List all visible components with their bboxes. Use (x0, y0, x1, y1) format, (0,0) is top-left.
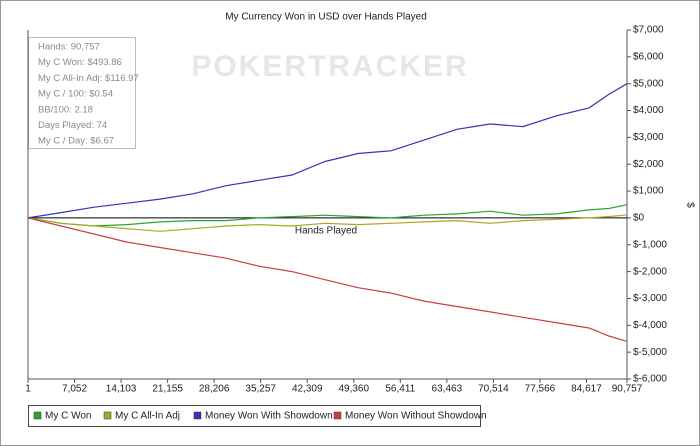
x-tick-label: 14,103 (106, 384, 137, 395)
stat-text: My C / 100: $0.54 (38, 89, 113, 100)
y-tick-label: $4,000 (633, 105, 664, 116)
x-tick-label: 77,566 (525, 384, 556, 395)
x-tick-label: 49,360 (338, 384, 369, 395)
stat-text: Days Played: 74 (38, 120, 107, 131)
y-tick-label: $-6,000 (633, 374, 667, 385)
legend-label: My C All-In Adj (115, 411, 180, 422)
y-tick-label: $-5,000 (633, 347, 667, 358)
y-tick-label: $-1,000 (633, 239, 667, 250)
y-tick-label: $-2,000 (633, 266, 667, 277)
x-tick-label: 56,411 (385, 384, 415, 395)
y-tick-label: $-4,000 (633, 320, 667, 331)
stat-text: My C / Day: $6.67 (38, 136, 114, 147)
x-tick-label: 21,155 (152, 384, 183, 395)
y-tick-label: $6,000 (633, 51, 664, 62)
legend-swatch (33, 411, 42, 420)
legend-label: My C Won (45, 411, 92, 422)
x-tick-label: 42,309 (292, 384, 323, 395)
series-line (27, 214, 628, 232)
stat-text: My C All-In Adj: $116.97 (38, 73, 139, 84)
series-line (27, 83, 628, 219)
x-tick-label: 7,052 (62, 384, 87, 395)
stat-text: My C Won: $493.86 (38, 57, 122, 68)
x-tick-label: 63,463 (432, 384, 463, 395)
x-tick-label: 1 (25, 384, 31, 395)
chart-title: My Currency Won in USD over Hands Played (225, 12, 427, 23)
y-tick-label: $1,000 (633, 186, 664, 197)
y-tick-label: $0 (633, 213, 645, 224)
y-tick-label: $3,000 (633, 132, 664, 143)
legend-label: Money Won Without Showdown (345, 411, 487, 422)
legend-swatch (333, 411, 342, 420)
stat-text: Hands: 90,757 (38, 42, 100, 53)
legend-swatch (193, 411, 202, 420)
x-tick-label: 84,617 (571, 384, 602, 395)
stat-text: BB/100: 2.18 (38, 104, 93, 115)
x-tick-label: 28,206 (199, 384, 230, 395)
legend-label: Money Won With Showdown (205, 411, 333, 422)
series-line (27, 204, 628, 227)
x-tick-label: 90,757 (612, 384, 643, 395)
legend-swatch (103, 411, 112, 420)
series-line (27, 217, 628, 342)
watermark: POKERTRACKER (191, 50, 468, 83)
y-tick-label: $7,000 (633, 25, 664, 36)
y-tick-label: $2,000 (633, 159, 664, 170)
x-tick-label: 70,514 (478, 384, 509, 395)
y-tick-label: $5,000 (633, 78, 664, 89)
y-tick-label: $-3,000 (633, 293, 667, 304)
y-axis-title: $ (684, 202, 695, 208)
legend-box (28, 405, 481, 427)
x-tick-label: 35,257 (245, 384, 276, 395)
x-axis-title: Hands Played (295, 226, 357, 237)
